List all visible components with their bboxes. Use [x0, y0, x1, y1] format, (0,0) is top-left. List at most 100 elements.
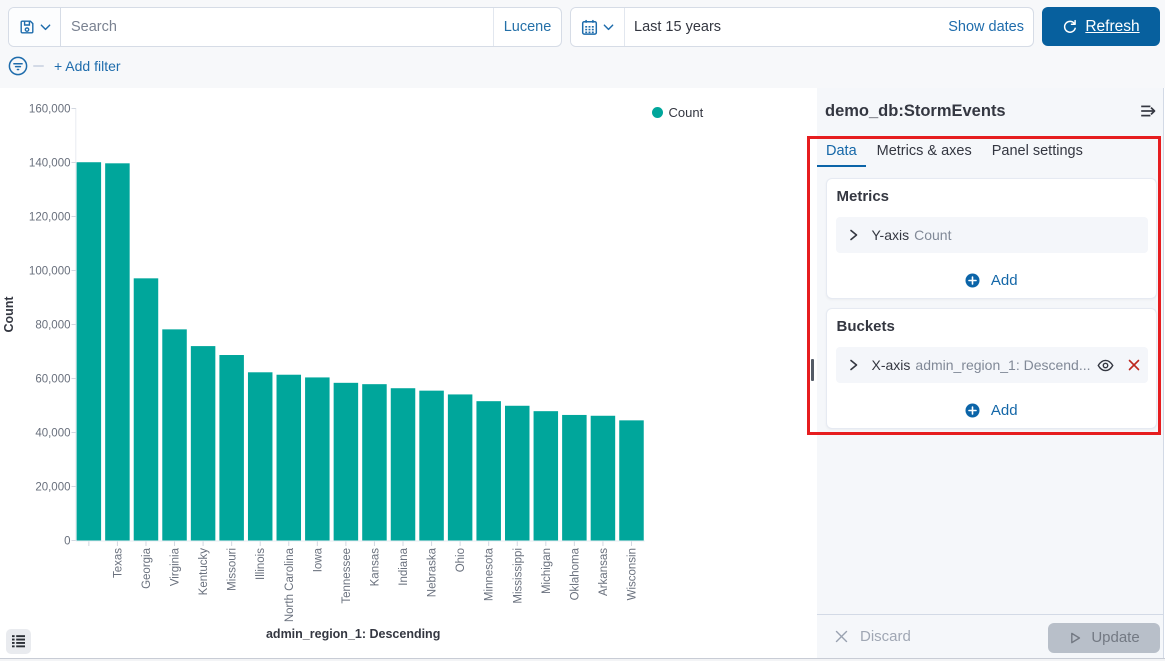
sidebar-right-border [1162, 88, 1164, 658]
metric-row-label: Y-axis [871, 227, 910, 243]
query-language-label: Lucene [503, 19, 552, 35]
x-tick-label: Nebraska [427, 547, 439, 597]
bar[interactable] [619, 420, 644, 541]
discard-button[interactable]: Discard [835, 627, 911, 647]
x-tick-label: North Carolina [284, 547, 296, 622]
bar[interactable] [105, 163, 130, 541]
bar-chart: 0 20,000 40,000 60,000 80,000 100,000 120,000 1… [0, 88, 817, 658]
add-metric-button[interactable]: Add [827, 267, 1157, 293]
bar[interactable] [476, 401, 501, 541]
buckets-heading: Buckets [836, 318, 895, 335]
bar[interactable] [276, 374, 302, 541]
legend-label[interactable]: Count [669, 105, 704, 120]
update-button[interactable]: Update [1048, 622, 1160, 653]
bar[interactable] [562, 414, 587, 541]
bar[interactable] [533, 411, 559, 541]
x-tick-label: Wisconsin [626, 548, 638, 600]
x-tick-label: Michigan [541, 548, 553, 594]
bar[interactable] [247, 372, 273, 541]
add-bucket-button[interactable]: Add [827, 397, 1157, 423]
x-tick-label: Mississippi [512, 548, 524, 604]
bucket-row-label: X-axis [871, 357, 911, 373]
query-language-switcher[interactable]: Lucene [493, 8, 561, 46]
add-filter-link[interactable]: + Add filter [54, 58, 121, 74]
chevron-down-icon [40, 22, 51, 33]
y-tick-label: 20,000 [35, 481, 70, 493]
toggle-visibility-eye-icon[interactable] [1096, 357, 1114, 374]
x-tick-label: Missouri [227, 548, 239, 591]
add-bucket-label: Add [990, 401, 1018, 419]
refresh-button[interactable]: Refresh [1042, 7, 1160, 46]
x-tick-label: Ohio [455, 548, 467, 572]
date-picker-group: Last 15 years Show dates [570, 7, 1034, 47]
tab-panel-settings[interactable]: Panel settings [991, 143, 1083, 159]
cross-icon [835, 630, 848, 643]
show-dates-button[interactable]: Show dates [948, 19, 1024, 35]
bar[interactable] [362, 384, 387, 541]
panel-resize-handle[interactable] [811, 359, 814, 381]
x-tick-label: Oklahoma [569, 547, 581, 600]
list-icon [11, 634, 26, 649]
window-bottom-strip [0, 658, 1165, 661]
y-tick-label: 60,000 [35, 373, 70, 385]
bucket-row-value: admin_region_1: Descend... [915, 357, 1091, 373]
sidebar-footer: Discard Update [817, 613, 1163, 658]
bar[interactable] [162, 329, 187, 541]
x-tick-label: Tennessee [341, 548, 353, 604]
vis-editor-sidebar: demo_db:StormEvents Data Metrics & axes … [817, 88, 1163, 658]
x-tick-label: Texas [112, 548, 124, 578]
bar[interactable] [447, 394, 473, 541]
collapse-sidebar-button[interactable] [1140, 103, 1156, 119]
bar-chart-svg: 0 20,000 40,000 60,000 80,000 100,000 120,000 1… [2, 103, 704, 641]
window-bottom-border [0, 657, 1165, 659]
saved-query-menu-button[interactable] [9, 8, 61, 46]
menu-right-icon [1140, 103, 1156, 119]
tab-metrics-axes[interactable]: Metrics & axes [876, 143, 972, 159]
bar[interactable] [76, 162, 102, 541]
metric-row-y-axis[interactable]: Y-axis Count [835, 217, 1148, 253]
time-range-value[interactable]: Last 15 years [634, 19, 722, 35]
y-tick-label: 140,000 [29, 157, 71, 169]
chevron-right-icon [848, 359, 859, 371]
y-tick-label: 40,000 [35, 427, 70, 439]
x-tick-label: Iowa [312, 547, 324, 572]
bar[interactable] [505, 405, 530, 541]
bar[interactable] [219, 355, 244, 541]
search-input[interactable]: Search [61, 8, 493, 46]
bar[interactable] [333, 382, 359, 541]
x-tick-label: Illinois [255, 548, 267, 580]
x-axis-title: admin_region_1: Descending [266, 627, 440, 641]
plus-circle-icon [965, 403, 980, 418]
x-tick-label: Arkansas [598, 548, 610, 596]
date-quick-select-button[interactable] [571, 8, 625, 46]
bar[interactable] [590, 415, 616, 541]
bar[interactable] [305, 377, 330, 541]
filter-menu-icon[interactable] [8, 56, 28, 76]
x-tick-label: Kansas [369, 548, 381, 587]
bar[interactable] [190, 346, 216, 541]
tab-data[interactable]: Data [817, 139, 866, 167]
y-tick-label: 80,000 [35, 319, 70, 331]
y-tick-label: 0 [64, 535, 70, 547]
update-label: Update [1091, 629, 1140, 647]
sidebar-header: demo_db:StormEvents [825, 100, 1156, 122]
refresh-label: Refresh [1085, 17, 1140, 35]
search-placeholder: Search [71, 19, 117, 35]
bar[interactable] [133, 278, 159, 541]
metrics-panel: Metrics Y-axis Count Add [825, 178, 1157, 299]
bar[interactable] [419, 390, 444, 541]
legend-toggle-button[interactable] [6, 629, 31, 654]
bucket-row-x-axis[interactable]: X-axis admin_region_1: Descend... [835, 347, 1148, 383]
remove-bucket-x-icon[interactable] [1127, 358, 1141, 372]
save-icon [19, 19, 35, 35]
x-tick-label: Georgia [141, 547, 153, 589]
x-tick-label: Virginia [170, 547, 182, 586]
index-pattern-title: demo_db:StormEvents [825, 101, 1006, 120]
y-tick-label: 120,000 [29, 211, 71, 223]
sidebar-tabs: Data Metrics & axes Panel settings [817, 139, 1094, 167]
bar[interactable] [390, 388, 416, 541]
x-tick-label: Kentucky [198, 548, 210, 596]
metrics-heading: Metrics [836, 188, 890, 205]
chevron-down-icon [603, 22, 614, 33]
add-metric-label: Add [990, 271, 1018, 289]
